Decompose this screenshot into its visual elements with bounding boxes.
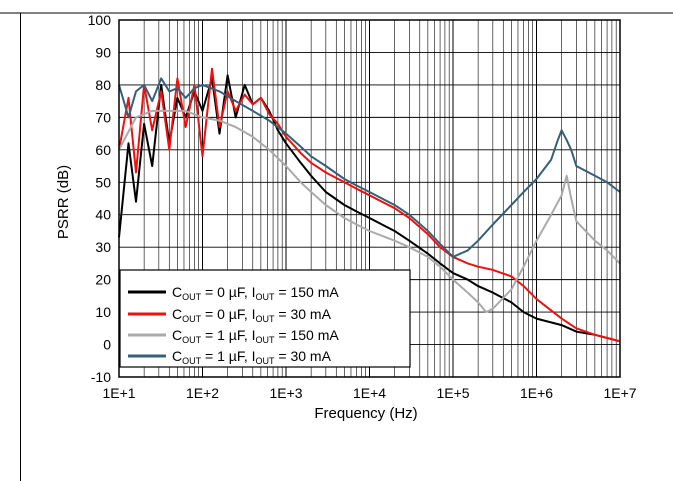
y-tick-label: -10: [91, 369, 111, 385]
x-tick-label: 1E+4: [353, 385, 386, 401]
y-tick-label: 100: [88, 12, 112, 28]
series-lines: [118, 67, 621, 343]
legend-label-series-4: COUT = 1 µF, IOUT = 30 mA: [172, 348, 332, 366]
x-tick-label: 1E+2: [186, 385, 219, 401]
x-tick-label: 1E+1: [102, 385, 135, 401]
y-tick-label: 40: [95, 207, 111, 223]
y-tick-label: 60: [95, 142, 111, 158]
y-tick-label: 90: [95, 44, 111, 60]
y-tick-label: 50: [95, 174, 111, 190]
legend-label-series-3: COUT = 1 µF, IOUT = 150 mA: [172, 327, 339, 345]
series-line-3: [118, 109, 621, 314]
y-tick-label: 70: [95, 109, 111, 125]
legend-label-series-1: COUT = 0 µF, IOUT = 150 mA: [172, 284, 339, 302]
legend: COUT = 0 µF, IOUT = 150 mA COUT = 0 µF, …: [119, 269, 411, 368]
y-axis-label: PSRR (dB): [55, 165, 72, 239]
y-tick-label: 10: [95, 304, 111, 320]
legend-box: [119, 269, 411, 368]
series-line-2: [118, 67, 621, 343]
x-axis-label: Frequency (Hz): [314, 405, 417, 422]
x-tick-label: 1E+5: [436, 385, 469, 401]
x-tick-label: 1E+7: [603, 385, 636, 401]
y-tick-label: 20: [95, 272, 111, 288]
y-tick-label: 0: [103, 337, 111, 353]
x-tick-label: 1E+3: [269, 385, 302, 401]
series-line-1: [118, 74, 621, 343]
plot-area-border: [118, 19, 621, 378]
x-tick-label: 1E+6: [520, 385, 553, 401]
series-line-4: [118, 77, 621, 258]
legend-label-series-2: COUT = 0 µF, IOUT = 30 mA: [172, 306, 332, 324]
y-tick-label: 30: [95, 239, 111, 255]
y-tick-labels: -10 0 10 20 30 40 50 60 70 80 90 100: [88, 12, 112, 385]
x-tick-labels: 1E+1 1E+2 1E+3 1E+4 1E+5 1E+6 1E+7: [102, 385, 636, 401]
y-tick-label: 80: [95, 77, 111, 93]
